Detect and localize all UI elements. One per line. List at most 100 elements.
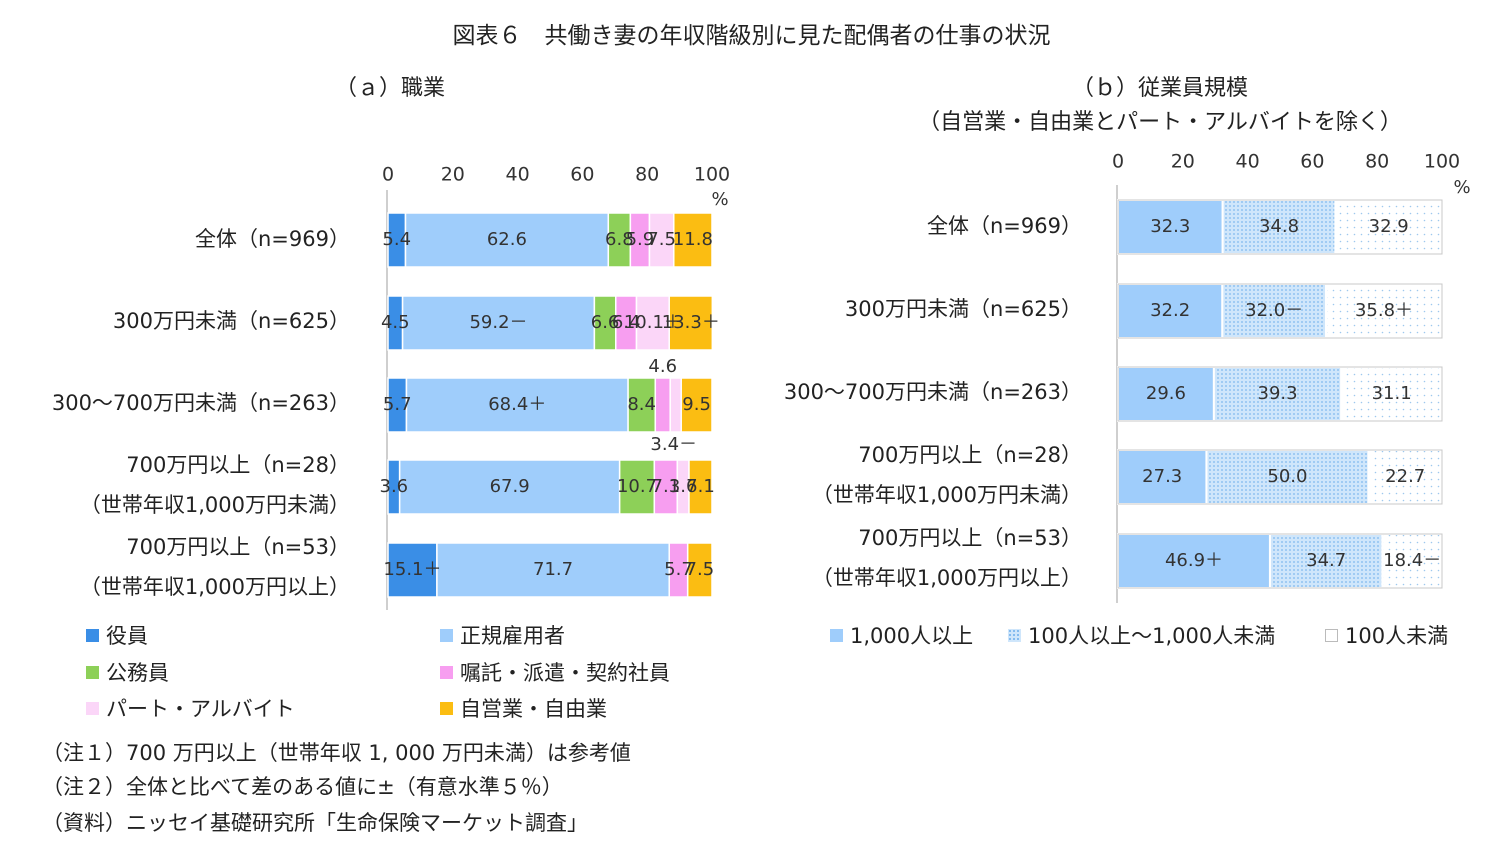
chart-b-row-label: （世帯年収1,000万円以上）: [811, 566, 1082, 590]
legend-item: 100人以上～1,000人未満: [1008, 620, 1275, 650]
data-label: 4.5: [381, 312, 410, 333]
bar-segment: [618, 459, 656, 515]
x-tick-label: 100: [694, 164, 730, 186]
data-label: 50.0: [1267, 466, 1307, 487]
legend-label: 役員: [106, 624, 148, 648]
main-title: 図表６ 共働き妻の年収階級別に見た配偶者の仕事の状況: [452, 23, 1051, 49]
legend-item: 正規雇用者: [440, 620, 565, 650]
data-label: 10.1＋: [624, 312, 682, 333]
data-label: 31.1: [1372, 383, 1412, 404]
x-tick-label: 80: [1365, 151, 1389, 173]
legend-swatch-icon: [86, 701, 99, 715]
bar-segment: [1268, 533, 1384, 589]
chart-a-title: （ａ）職業: [334, 76, 445, 101]
data-label: 11.8: [673, 229, 713, 250]
bar-frame: [1117, 199, 1443, 255]
bar-segment: [1381, 533, 1444, 589]
chart-b-row-label: 700万円以上（n=53）: [858, 526, 1082, 550]
data-label: 5.7: [383, 394, 412, 415]
note-3: （資料）ニッセイ基礎研究所「生命保険マーケット調査」: [42, 811, 588, 835]
legend-item: 100人未満: [1325, 620, 1448, 650]
chart-a-row-label: 700万円以上（n=53）: [126, 535, 350, 559]
legend-item: 嘱託・派遣・契約社員: [440, 657, 670, 687]
chart-a-row-label: （世帯年収1,000万円以上）: [79, 575, 350, 599]
legend-label: 嘱託・派遣・契約社員: [460, 661, 670, 685]
data-label: 7.5: [686, 559, 715, 580]
bar-segment: [1325, 283, 1444, 339]
legend-item: 1,000人以上: [830, 620, 973, 650]
bar-segment: [680, 377, 713, 433]
data-label: 3.6: [669, 476, 698, 497]
bar-frame: [1117, 283, 1443, 339]
legend-item: パート・アルバイト: [86, 693, 295, 723]
bar-segment: [669, 377, 682, 433]
data-label: 6.8: [605, 229, 634, 250]
data-label: 32.3: [1150, 216, 1190, 237]
legend-swatch-icon: [86, 665, 99, 679]
data-label: 34.8: [1259, 216, 1299, 237]
data-label: 59.2－: [469, 312, 527, 333]
chart-a-row-label: （世帯年収1,000万円未満）: [79, 493, 350, 517]
x-tick-label: 20: [1171, 151, 1195, 173]
legend-swatch-icon: [830, 628, 843, 642]
chart-b-row-label: 300万円未満（n=625）: [844, 297, 1082, 321]
chart-b-row-label: 300～700万円未満（n=263）: [783, 380, 1082, 404]
legend-label: 100人未満: [1345, 624, 1449, 648]
data-label: 67.9: [490, 476, 530, 497]
chart-b-row-label: 全体（n=969）: [927, 214, 1082, 238]
data-label: 68.4＋: [488, 394, 546, 415]
legend-swatch-icon: [1008, 628, 1021, 642]
chart-a-row-label: 300～700万円未満（n=263）: [51, 391, 350, 415]
legend-label: 自営業・自由業: [460, 697, 607, 721]
legend-swatch-icon: [1325, 628, 1338, 642]
x-tick-label: 20: [441, 164, 465, 186]
data-label: 35.8＋: [1355, 300, 1413, 321]
chart-b-title: （ｂ）従業員規模: [1071, 76, 1248, 101]
bar-segment: [688, 459, 713, 515]
legend-label: 100人以上～1,000人未満: [1028, 624, 1276, 648]
data-label: 8.4: [627, 394, 656, 415]
data-label: 4.6: [648, 356, 677, 377]
chart-a-row-label: 300万円未満（n=625）: [112, 309, 350, 333]
x-tick-label: 60: [570, 164, 594, 186]
data-label: 39.3: [1258, 383, 1298, 404]
bar-segment: [1205, 449, 1370, 505]
data-label: 62.6: [487, 229, 527, 250]
data-label: 9.5: [682, 394, 711, 415]
data-label: 15.1＋: [383, 559, 441, 580]
data-label: 71.7: [533, 559, 573, 580]
legend-swatch-icon: [440, 665, 453, 679]
x-tick-label: 60: [1300, 151, 1324, 173]
note-2: （注２）全体と比べて差のある値に±（有意水準５％）: [42, 775, 563, 799]
data-label: 6.4: [612, 312, 641, 333]
bar-segment: [1117, 449, 1208, 505]
legend-swatch-icon: [440, 701, 453, 715]
bar-segment: [686, 542, 713, 598]
data-label: 7.5: [647, 229, 676, 250]
bar-segment: [398, 459, 621, 515]
bar-segment: [404, 212, 610, 268]
data-label: 7.1: [686, 476, 715, 497]
unit-label: %: [1453, 177, 1470, 198]
bar-segment: [648, 212, 675, 268]
chart-b-subtitle: （自営業・自由業とパート・アルバイトを除く）: [918, 110, 1402, 135]
legend-label: 正規雇用者: [460, 624, 565, 648]
bar-segment: [635, 295, 670, 351]
data-label: 3.4－: [650, 434, 697, 455]
bar-segment: [387, 542, 438, 598]
legend-label: パート・アルバイト: [106, 697, 295, 721]
data-label: 7.1: [652, 476, 681, 497]
data-label: 34.7: [1306, 550, 1346, 571]
x-tick-label: 80: [635, 164, 659, 186]
data-label: 3.6: [380, 476, 409, 497]
chart-a-row-label: 700万円以上（n=28）: [126, 453, 350, 477]
data-label: 10.7: [617, 476, 657, 497]
bar-segment: [668, 295, 714, 351]
data-label: 32.2: [1150, 300, 1190, 321]
legend-label: 公務員: [106, 661, 169, 685]
data-label: 18.4－: [1383, 550, 1441, 571]
legend-item: 役員: [86, 620, 148, 650]
data-label: 22.7: [1385, 466, 1425, 487]
bar-segment: [627, 377, 657, 433]
